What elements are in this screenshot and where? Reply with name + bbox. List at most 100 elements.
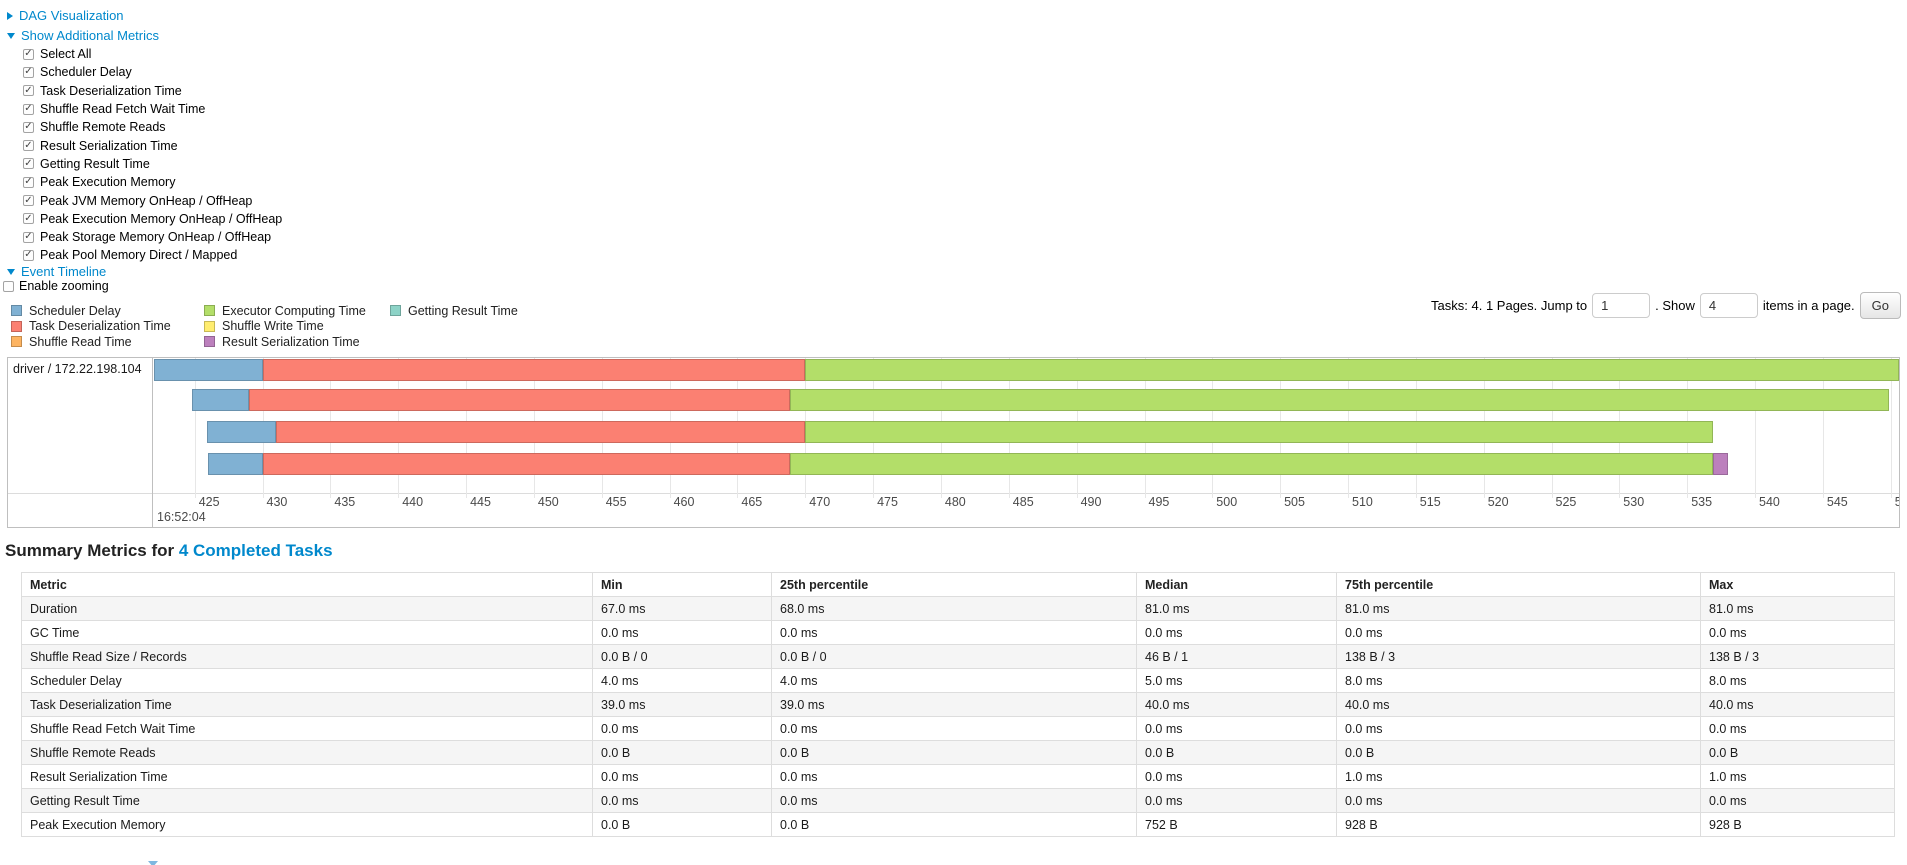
- timeline-tick-label: 450: [537, 495, 559, 509]
- timeline-tick-label: 480: [944, 495, 966, 509]
- metric-checkbox[interactable]: [23, 158, 34, 170]
- legend-label: Shuffle Write Time: [222, 319, 324, 334]
- metric-checkbox-item: Shuffle Remote Reads: [23, 118, 282, 136]
- legend-label: Shuffle Read Time: [29, 334, 132, 349]
- timeline-gridline: [1755, 358, 1756, 498]
- table-header-cell: Median: [1136, 572, 1337, 597]
- summary-metrics-title: Summary Metrics for 4 Completed Tasks: [5, 541, 333, 561]
- enable-zooming-label: Enable zooming: [19, 279, 109, 293]
- metric-checkbox[interactable]: [23, 66, 34, 78]
- timeline-tick-label: 435: [334, 495, 356, 509]
- legend-swatch-icon: [204, 320, 215, 332]
- go-button[interactable]: Go: [1859, 292, 1901, 319]
- table-cell: Task Deserialization Time: [21, 692, 593, 717]
- metric-checkbox[interactable]: [23, 121, 34, 133]
- table-cell: 0.0 ms: [1700, 620, 1895, 645]
- metric-checkbox-label: Peak Storage Memory OnHeap / OffHeap: [40, 230, 272, 245]
- table-row: Shuffle Read Size / Records 0.0 B / 0 0.0 …: [21, 644, 1895, 669]
- event-timeline-toggle[interactable]: Event Timeline: [7, 264, 106, 279]
- items-per-page-input[interactable]: [1699, 293, 1758, 318]
- metric-checkbox-item: Getting Result Time: [23, 155, 282, 173]
- timeline-tick-label: 500: [1216, 495, 1238, 509]
- metric-checkbox[interactable]: [23, 176, 34, 188]
- timeline-tick-label: 490: [1080, 495, 1102, 509]
- table-cell: 81.0 ms: [1700, 596, 1895, 621]
- table-cell: 928 B: [1336, 812, 1701, 837]
- table-cell: Peak Execution Memory: [21, 812, 593, 837]
- show-additional-metrics-link[interactable]: Show Additional Metrics: [21, 28, 160, 43]
- timeline-bar-segment-scheduler_delay[interactable]: [154, 359, 263, 381]
- table-cell: 0.0 ms: [1336, 620, 1701, 645]
- table-cell: 0.0 ms: [592, 764, 772, 789]
- table-row: Task Deserialization Time 39.0 ms 39.0 ms 4…: [21, 692, 1895, 717]
- event-timeline-link[interactable]: Event Timeline: [21, 264, 107, 279]
- timeline-tick-label: 540: [1759, 495, 1780, 509]
- timeline-bar-segment-computing[interactable]: [790, 389, 1890, 411]
- legend-label: Executor Computing Time: [222, 303, 366, 318]
- legend-swatch-icon: [11, 305, 22, 317]
- legend-entry: Executor Computing Time: [204, 303, 366, 319]
- timeline-bar-segment-scheduler_delay[interactable]: [208, 453, 263, 475]
- metric-checkbox-item: Peak Execution Memory OnHeap / OffHeap: [23, 210, 282, 228]
- legend-swatch-icon: [11, 320, 22, 332]
- legend-label: Scheduler Delay: [29, 303, 121, 318]
- table-cell: 39.0 ms: [771, 692, 1137, 717]
- timeline-task-row: [154, 389, 1899, 411]
- legend-swatch-icon: [11, 336, 22, 348]
- metric-checkbox[interactable]: [23, 48, 34, 60]
- table-cell: 0.0 B: [1136, 740, 1337, 765]
- table-cell: Scheduler Delay: [21, 668, 593, 693]
- table-cell: Duration: [21, 596, 593, 621]
- timeline-bar-segment-serialization[interactable]: [1713, 453, 1728, 475]
- timeline-plot-area: 16:52:04 425 430 435 440 445 450 455 460 465 470 4…: [154, 358, 1899, 527]
- table-cell: 40.0 ms: [1336, 692, 1701, 717]
- dag-visualization-toggle[interactable]: DAG Visualization: [7, 8, 124, 23]
- metric-checkbox[interactable]: [23, 85, 34, 97]
- legend-entry: Result Serialization Time: [204, 334, 366, 350]
- metric-checkbox-label: Result Serialization Time: [40, 138, 178, 153]
- timeline-task-row: [154, 359, 1899, 381]
- timeline-bar-segment-deserialization[interactable]: [249, 389, 791, 411]
- table-cell: Getting Result Time: [21, 788, 593, 813]
- task-pagination: Tasks: 4. 1 Pages. Jump to . Show items …: [1431, 292, 1901, 319]
- metric-checkbox[interactable]: [23, 195, 34, 207]
- jump-to-page-input[interactable]: [1592, 293, 1651, 318]
- timeline-bar-segment-computing[interactable]: [790, 453, 1713, 475]
- timeline-bar-segment-computing[interactable]: [805, 359, 1899, 381]
- dag-visualization-link[interactable]: DAG Visualization: [19, 8, 124, 23]
- legend-entry: Shuffle Read Time: [11, 334, 171, 350]
- table-row: Scheduler Delay 4.0 ms 4.0 ms 5.0 ms 8.0 ms 8…: [21, 668, 1895, 693]
- metric-checkbox[interactable]: [23, 140, 34, 152]
- metric-checkbox[interactable]: [23, 231, 34, 243]
- metric-checkbox[interactable]: [23, 103, 34, 115]
- timeline-tick-label: 510: [1352, 495, 1373, 509]
- legend-entry: Task Deserialization Time: [11, 319, 171, 335]
- metric-checkbox[interactable]: [23, 249, 34, 261]
- metric-checkbox-label: Task Deserialization Time: [40, 83, 182, 98]
- timeline-bar-segment-deserialization[interactable]: [262, 359, 806, 381]
- table-cell: 68.0 ms: [771, 596, 1137, 621]
- legend-column: Getting Result Time: [390, 303, 518, 319]
- timeline-bar-segment-deserialization[interactable]: [276, 421, 806, 443]
- timeline-tick-label: 485: [1012, 495, 1034, 509]
- table-header-cell: 25th percentile: [771, 572, 1137, 597]
- enable-zooming-checkbox[interactable]: [3, 280, 14, 292]
- table-cell: 0.0 ms: [592, 716, 772, 741]
- table-cell: 0.0 ms: [1136, 788, 1337, 813]
- timeline-tick-label: 495: [1148, 495, 1170, 509]
- timeline-bar-segment-scheduler_delay[interactable]: [192, 389, 249, 411]
- table-cell: 0.0 ms: [1336, 716, 1701, 741]
- caret-right-icon: [7, 11, 13, 20]
- table-cell: 8.0 ms: [1700, 668, 1895, 693]
- metric-checkbox-label: Shuffle Remote Reads: [40, 120, 166, 135]
- metric-checkbox-item: Task Deserialization Time: [23, 82, 282, 100]
- table-cell: 0.0 ms: [1136, 764, 1337, 789]
- completed-tasks-link[interactable]: 4 Completed Tasks: [178, 541, 333, 560]
- show-additional-metrics-toggle[interactable]: Show Additional Metrics: [7, 28, 159, 43]
- timeline-bar-segment-deserialization[interactable]: [262, 453, 791, 475]
- table-cell: 0.0 ms: [1136, 620, 1337, 645]
- metric-checkbox[interactable]: [23, 213, 34, 225]
- timeline-bar-segment-scheduler_delay[interactable]: [206, 421, 277, 443]
- timeline-bar-segment-computing[interactable]: [805, 421, 1713, 443]
